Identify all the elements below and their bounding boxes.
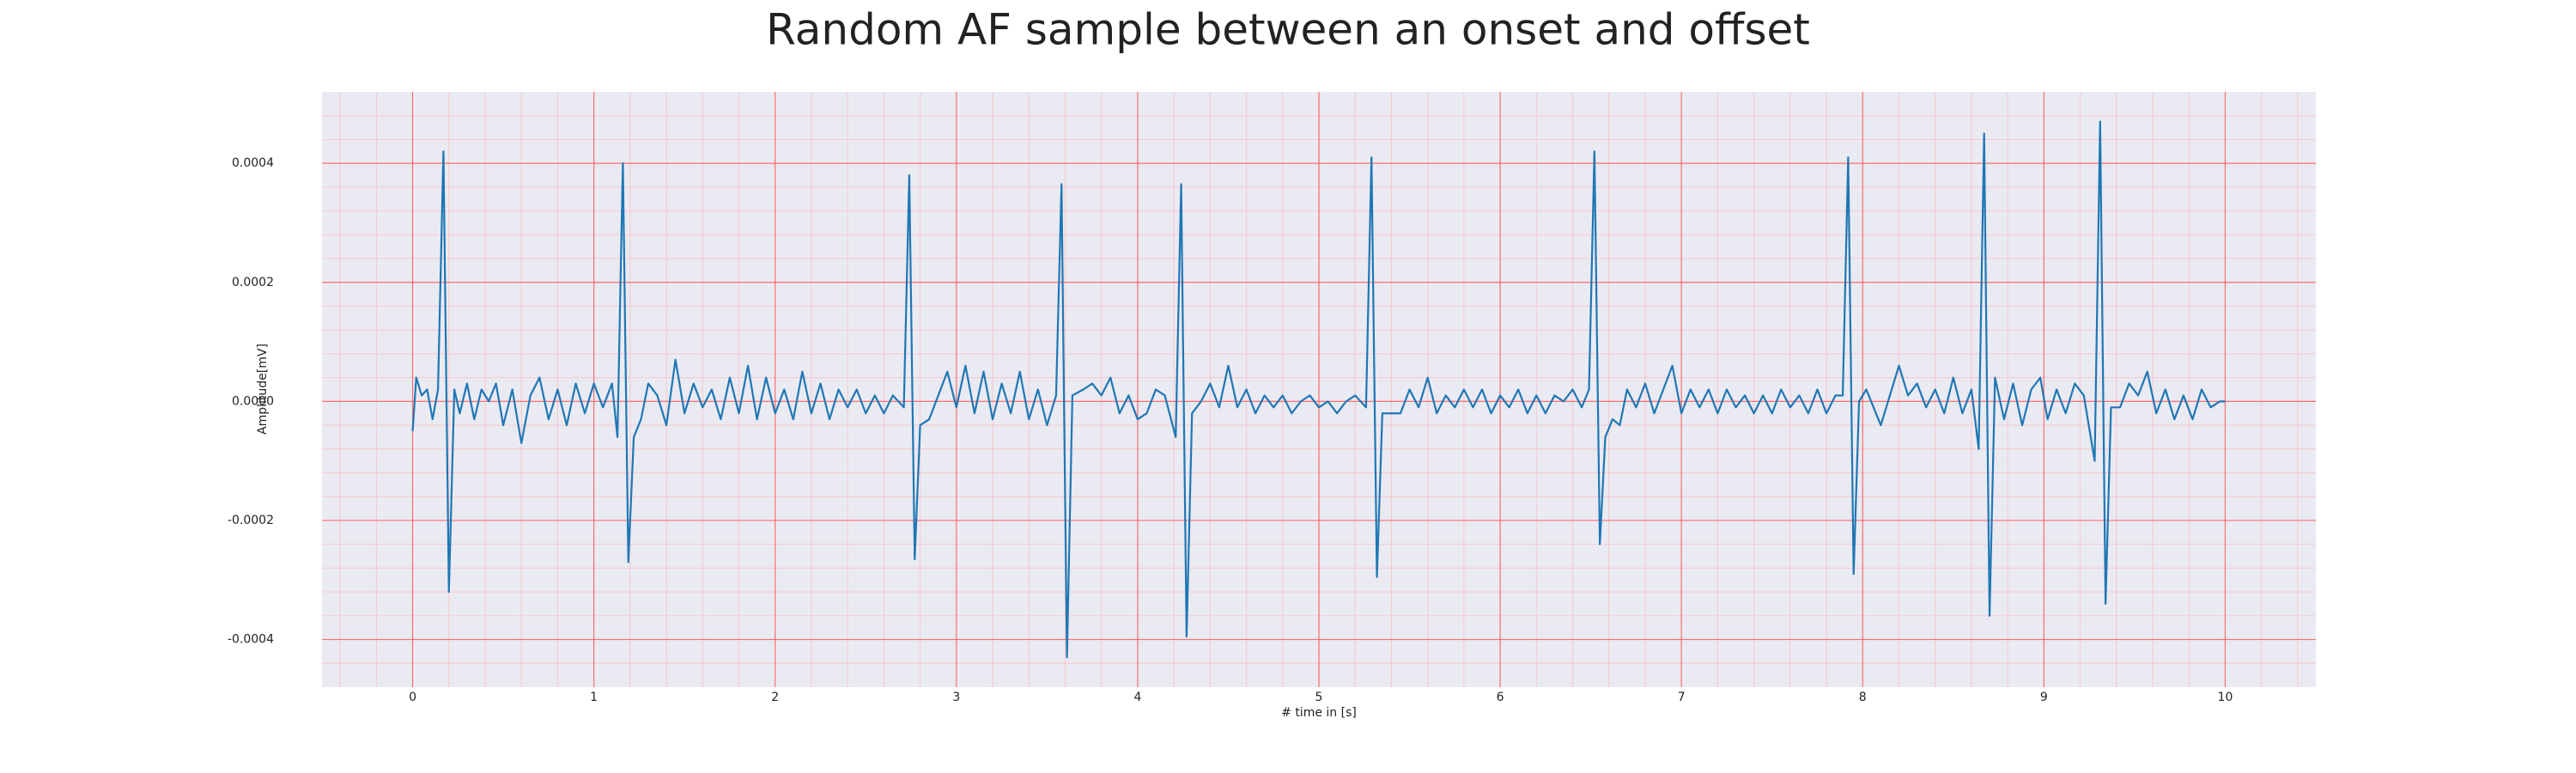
x-tick-label: 4	[1133, 691, 1141, 704]
x-axis-label: # time in [s]	[1281, 706, 1357, 720]
x-tick-label: 2	[771, 691, 779, 704]
signal-line	[411, 120, 2226, 659]
x-tick-label: 3	[952, 691, 960, 704]
x-tick-label: 6	[1497, 691, 1504, 704]
y-axis-label: Amplitude[mV]	[256, 344, 270, 435]
x-tick-label: 5	[1315, 691, 1323, 704]
y-tick-label: -0.0004	[228, 633, 274, 647]
chart-title: Random AF sample between an onset and of…	[766, 5, 1810, 55]
y-tick-label: 0.0002	[232, 276, 274, 289]
x-tick-label: 9	[2040, 691, 2048, 704]
marks	[411, 120, 2226, 659]
x-tick-label: 8	[1859, 691, 1867, 704]
y-tick-label: 0.0000	[232, 394, 274, 408]
x-tick-label: 0	[409, 691, 416, 704]
x-tick-label: 1	[590, 691, 598, 704]
x-tick-label: 10	[2218, 691, 2233, 704]
y-tick-label: 0.0004	[232, 156, 274, 170]
x-tick-label: 7	[1678, 691, 1686, 704]
y-tick-label: -0.0002	[228, 514, 274, 527]
